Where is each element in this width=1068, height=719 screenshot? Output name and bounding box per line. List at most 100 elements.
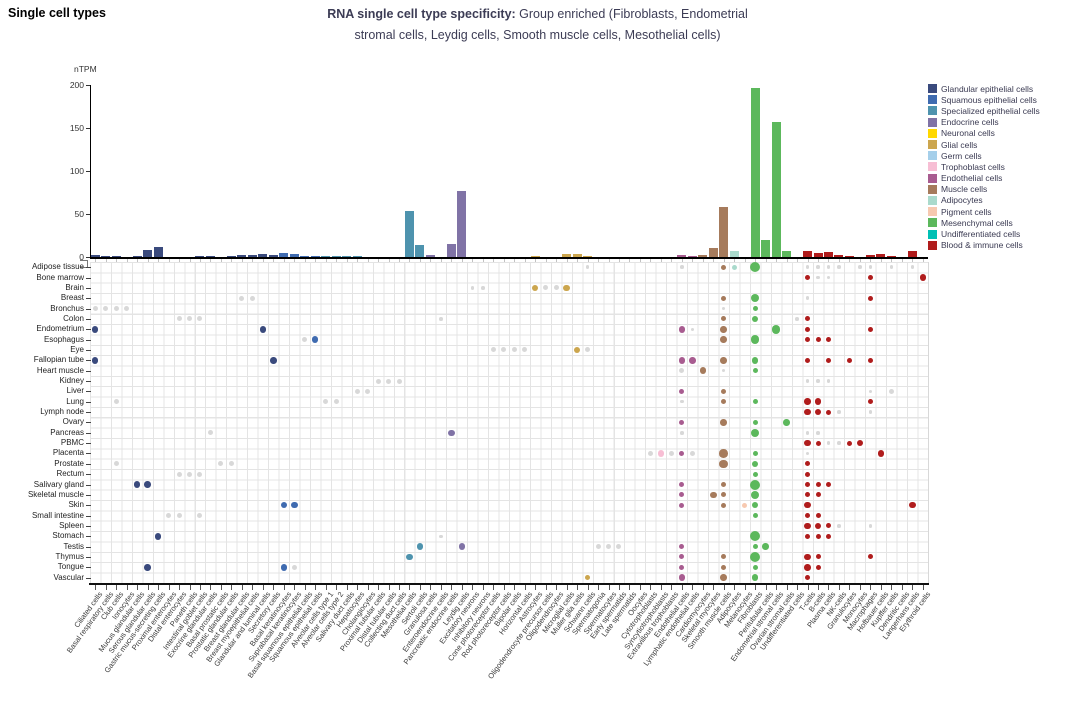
matrix-dot[interactable] [752, 368, 758, 374]
matrix-dot[interactable] [218, 461, 224, 467]
bar-salivary-duct-cells[interactable] [342, 256, 352, 257]
row-label-fallopian-tube[interactable]: Fallopian tube [33, 355, 84, 365]
matrix-dot[interactable] [815, 564, 821, 570]
matrix-dot[interactable] [846, 440, 852, 446]
bar-astrocytes[interactable] [530, 256, 540, 257]
bar-hofbauer-cells[interactable] [876, 254, 886, 257]
matrix-dot[interactable] [144, 481, 151, 488]
row-label-rectum[interactable]: Rectum [56, 469, 84, 479]
bar-breast-myoepithelial-cells[interactable] [247, 255, 257, 257]
row-label-vascular[interactable]: Vascular [53, 572, 84, 582]
matrix-dot[interactable] [166, 513, 172, 519]
legend-item-endocrine-cells[interactable]: Endocrine cells [928, 117, 1040, 128]
matrix-dot[interactable] [825, 409, 831, 415]
matrix-dot[interactable] [910, 265, 915, 269]
matrix-dot[interactable] [826, 275, 831, 280]
matrix-dot[interactable] [825, 357, 831, 363]
matrix-dot[interactable] [750, 531, 761, 542]
matrix-dot[interactable] [595, 544, 601, 550]
matrix-dot[interactable] [113, 306, 119, 312]
matrix-dot[interactable] [113, 461, 119, 467]
matrix-dot[interactable] [721, 564, 727, 570]
matrix-dot[interactable] [868, 389, 873, 394]
matrix-dot[interactable] [721, 554, 727, 560]
row-label-spleen[interactable]: Spleen [59, 520, 84, 530]
matrix-dot[interactable] [816, 431, 820, 435]
matrix-dot[interactable] [826, 379, 831, 383]
matrix-dot[interactable] [795, 317, 799, 321]
matrix-dot[interactable] [679, 554, 685, 560]
matrix-dot[interactable] [333, 399, 339, 405]
bar-mesothelial-cells[interactable] [404, 211, 414, 257]
bar-b-cells[interactable] [813, 252, 823, 257]
matrix-dot[interactable] [522, 347, 528, 353]
matrix-dot[interactable] [375, 378, 381, 384]
matrix-dot[interactable] [679, 368, 685, 374]
matrix-dot[interactable] [825, 523, 831, 529]
matrix-dot[interactable] [720, 419, 727, 426]
matrix-dot[interactable] [804, 553, 811, 561]
matrix-dot[interactable] [386, 378, 392, 384]
matrix-dot[interactable] [919, 274, 926, 281]
matrix-dot[interactable] [311, 336, 319, 343]
row-label-pancreas[interactable]: Pancreas [50, 427, 84, 437]
bar-club-cells[interactable] [111, 256, 121, 257]
matrix-dot[interactable] [719, 449, 728, 458]
row-label-bronchus[interactable]: Bronchus [50, 303, 84, 313]
matrix-dot[interactable] [679, 419, 685, 425]
row-label-lung[interactable]: Lung [66, 396, 84, 406]
bar-basal-squamous-epithelial-cells[interactable] [300, 255, 310, 257]
matrix-dot[interactable] [805, 296, 810, 300]
matrix-dot[interactable] [270, 357, 277, 364]
matrix-dot[interactable] [846, 357, 852, 363]
matrix-dot[interactable] [585, 347, 591, 353]
bar-cardiomyocytes[interactable] [698, 255, 708, 257]
legend-item-glial-cells[interactable]: Glial cells [928, 139, 1040, 150]
matrix-dot[interactable] [187, 471, 192, 477]
matrix-dot[interactable] [585, 575, 591, 581]
matrix-dot[interactable] [751, 460, 759, 468]
row-label-salivary-gland[interactable]: Salivary gland [33, 479, 84, 489]
matrix-dot[interactable] [751, 315, 759, 323]
legend-item-muscle-cells[interactable]: Muscle cells [928, 184, 1040, 195]
matrix-dot[interactable] [868, 410, 873, 414]
matrix-dot[interactable] [867, 275, 873, 281]
bar-adipocytes[interactable] [729, 250, 739, 257]
matrix-dot[interactable] [291, 564, 297, 570]
matrix-dot[interactable] [113, 399, 119, 405]
row-label-placenta[interactable]: Placenta [52, 448, 84, 458]
matrix-dot[interactable] [543, 285, 549, 291]
matrix-dot[interactable] [553, 285, 559, 291]
matrix-dot[interactable] [323, 399, 329, 405]
matrix-dot[interactable] [606, 544, 611, 550]
matrix-dot[interactable] [867, 295, 873, 301]
matrix-dot[interactable] [771, 325, 781, 334]
row-label-stomach[interactable]: Stomach [52, 531, 84, 541]
bar-suprabasal-keratinocytes[interactable] [289, 254, 299, 257]
row-label-tongue[interactable]: Tongue [57, 562, 84, 572]
bar-mucus-glandular-cells[interactable] [132, 256, 142, 257]
bar-muller-glia-cells[interactable] [572, 254, 582, 257]
matrix-dot[interactable] [133, 481, 141, 488]
matrix-dot[interactable] [805, 326, 811, 332]
matrix-dot[interactable] [856, 439, 864, 447]
matrix-dot[interactable] [710, 491, 717, 499]
legend-item-mesenchymal-cells[interactable]: Mesenchymal cells [928, 217, 1040, 228]
row-label-skeletal-muscle[interactable]: Skeletal muscle [27, 489, 84, 499]
matrix-dot[interactable] [239, 295, 245, 301]
bar-basal-respiratory-cells[interactable] [101, 256, 111, 257]
matrix-dot[interactable] [228, 461, 234, 467]
matrix-dot[interactable] [396, 378, 402, 384]
bar-exocrine-glandular-cells[interactable] [205, 256, 215, 257]
matrix-dot[interactable] [752, 471, 758, 477]
matrix-dot[interactable] [563, 284, 570, 292]
matrix-dot[interactable] [804, 564, 811, 571]
matrix-dot[interactable] [805, 316, 811, 322]
row-label-colon[interactable]: Colon [63, 313, 84, 323]
matrix-dot[interactable] [680, 431, 684, 435]
matrix-dot[interactable] [406, 553, 413, 561]
matrix-dot[interactable] [752, 564, 758, 570]
matrix-dot[interactable] [721, 306, 726, 311]
row-label-kidney[interactable]: Kidney [59, 376, 84, 386]
matrix-dot[interactable] [616, 544, 622, 550]
